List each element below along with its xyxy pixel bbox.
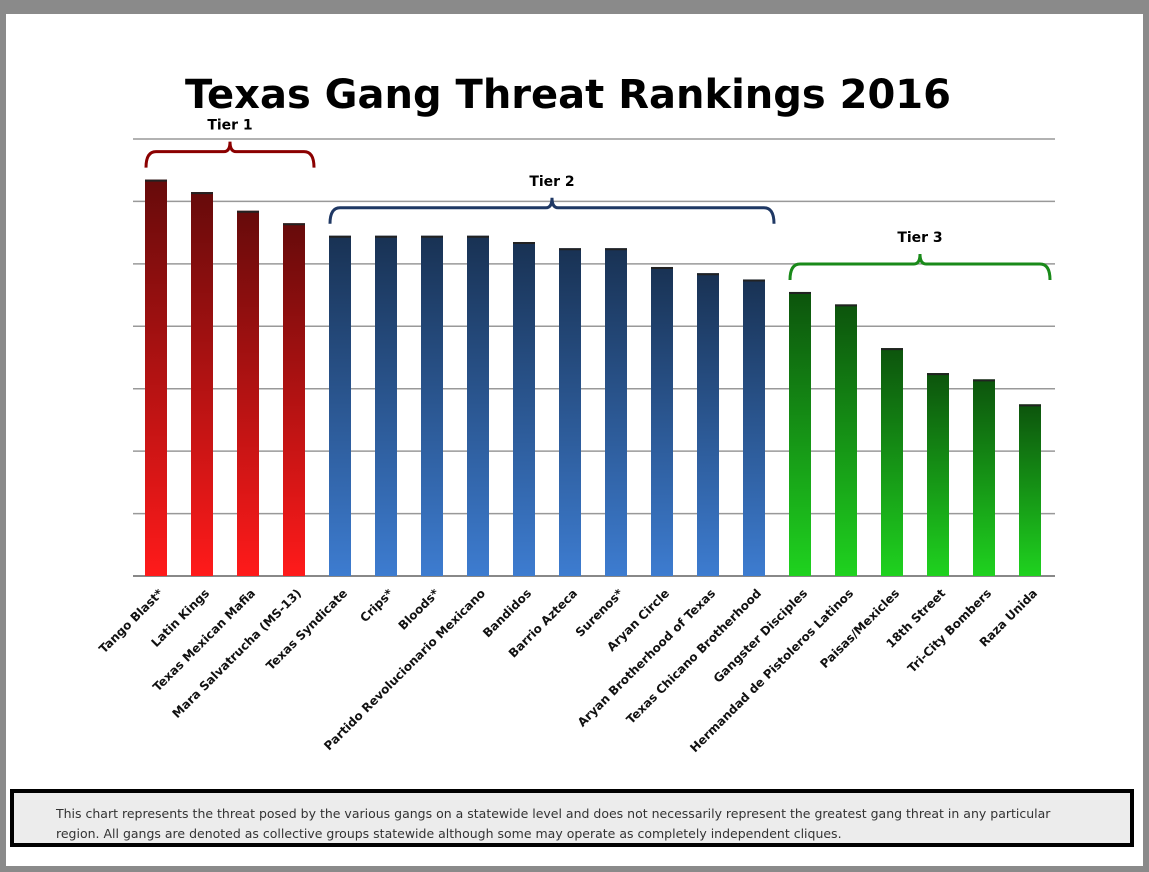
chart-title: Texas Gang Threat Rankings 2016 [185, 72, 951, 118]
x-tick-label: Hermandad de Pistoleros Latinos [687, 586, 856, 755]
tier-bracket [144, 141, 316, 168]
x-tick-label: Tri-City Bombers [905, 586, 994, 675]
bar-shade [1019, 404, 1041, 576]
bar-shade [835, 304, 857, 576]
bar-shade [559, 248, 581, 576]
x-tick-label: Texas Syndicate [263, 586, 350, 673]
bar-shade [927, 373, 949, 576]
bar-shade [973, 379, 995, 576]
bar-shade [697, 273, 719, 576]
bar-shade [789, 291, 811, 576]
bar-shade [421, 235, 443, 576]
bar-shade [881, 348, 903, 576]
bar-shade [651, 266, 673, 576]
bar-shade [375, 235, 397, 576]
bar-shade [743, 279, 765, 576]
bar-shade [145, 179, 167, 577]
x-tick-label: Bloods* [396, 586, 443, 633]
tier-label: Tier 2 [529, 174, 574, 190]
bar-shade [329, 235, 351, 576]
x-tick-label: Crips* [357, 586, 396, 625]
tier-bracket [788, 253, 1052, 280]
bar-shade [191, 192, 213, 577]
x-tick-label: Paisas/Mexicles [817, 586, 902, 671]
bar-shade [467, 235, 489, 576]
footnote: This chart represents the threat posed b… [56, 806, 1051, 841]
tier-label: Tier 3 [897, 230, 942, 246]
bar-shade [605, 248, 627, 576]
footnote-box: This chart represents the threat posed b… [10, 789, 1134, 847]
bar-shade [283, 223, 305, 576]
bar-shade [513, 242, 535, 576]
x-tick-label: Partido Revolucionario Mexicano [321, 586, 488, 753]
bar-shade [237, 210, 259, 577]
tier-label: Tier 1 [207, 118, 252, 134]
